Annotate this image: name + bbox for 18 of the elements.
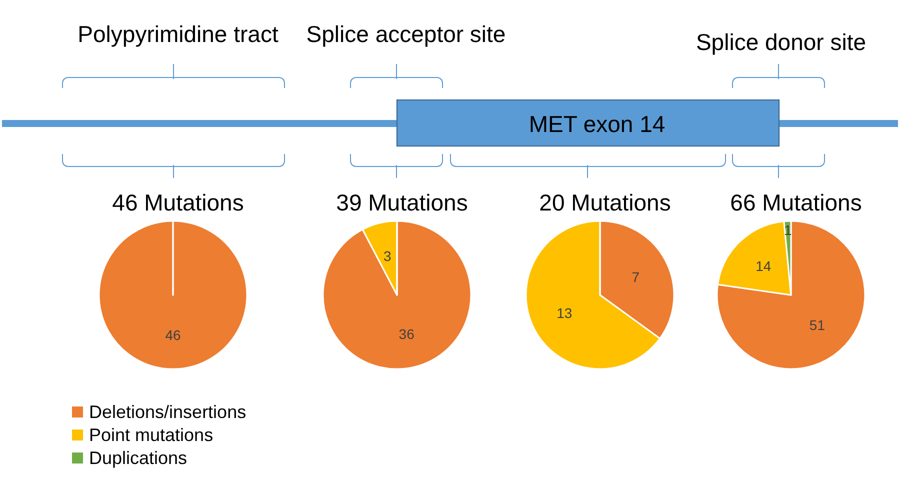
text: MET exon 14 [528, 111, 666, 137]
data-label: 14 [756, 258, 772, 274]
text: Splice acceptor site [306, 21, 506, 47]
data-label: 3 [384, 248, 392, 264]
data-label: 36 [398, 326, 415, 342]
slice-label: 20 Mutations [539, 190, 671, 216]
legend-label: Point mutations [89, 425, 214, 445]
data-label: 13 [556, 305, 572, 322]
data-label: 7 [632, 268, 640, 285]
legend-label: Duplications [89, 448, 188, 468]
text: Polypyrimidine tract [78, 21, 279, 47]
slice-label: 46 Mutations [112, 190, 244, 216]
slice-label: 66 Mutations [730, 190, 862, 216]
slice-label: 39 Mutations [336, 190, 468, 216]
data-label: 51 [809, 317, 826, 334]
legend-label: Deletions/insertions [89, 402, 246, 422]
data-label: 46 [165, 327, 181, 343]
text: Splice donor site [696, 29, 866, 55]
